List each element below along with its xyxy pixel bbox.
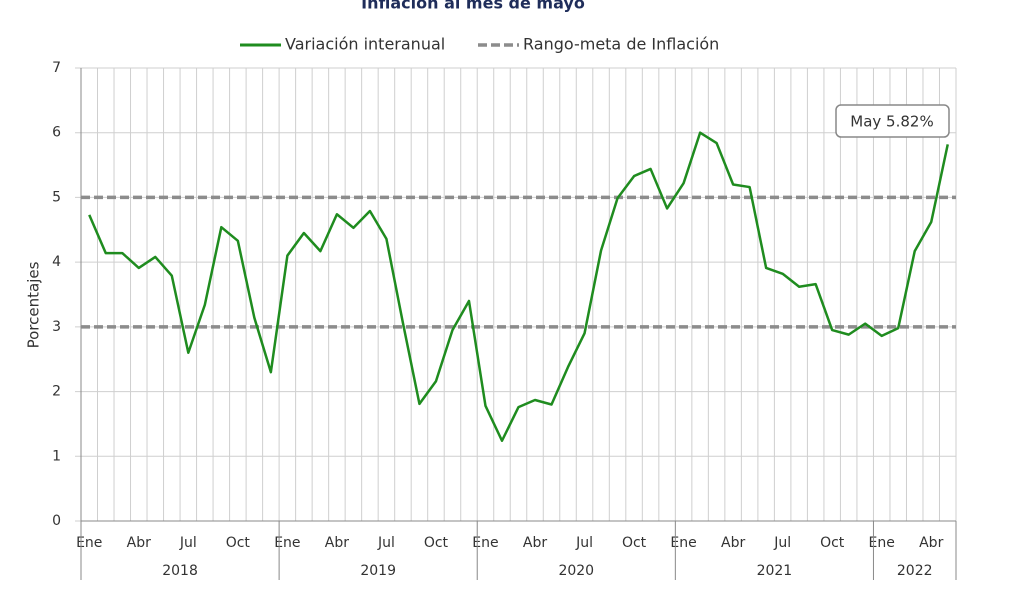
x-tick-label: Ene bbox=[472, 535, 498, 551]
annotation-text: May 5.82% bbox=[850, 113, 933, 131]
y-tick-label: 0 bbox=[52, 513, 61, 529]
y-tick-label: 5 bbox=[52, 189, 61, 205]
year-label: 2022 bbox=[897, 563, 933, 579]
x-tick-label: Ene bbox=[76, 535, 102, 551]
year-label: 2018 bbox=[162, 563, 198, 579]
x-tick-label: Abr bbox=[721, 535, 745, 551]
x-tick-label: Jul bbox=[773, 535, 791, 551]
year-label: 2019 bbox=[360, 563, 396, 579]
y-tick-label: 4 bbox=[52, 254, 61, 270]
year-label: 2021 bbox=[757, 563, 793, 579]
legend-label: Variación interanual bbox=[285, 35, 445, 54]
legend-label: Rango-meta de Inflación bbox=[523, 35, 719, 54]
chart-title: Inflación al mes de mayo bbox=[361, 0, 585, 13]
y-tick-label: 1 bbox=[52, 448, 61, 464]
x-tick-label: Jul bbox=[377, 535, 395, 551]
x-tick-label: Oct bbox=[424, 535, 449, 551]
x-tick-label: Oct bbox=[226, 535, 251, 551]
y-tick-label: 2 bbox=[52, 384, 61, 400]
x-tick-label: Jul bbox=[179, 535, 197, 551]
x-tick-label: Abr bbox=[127, 535, 151, 551]
x-tick-label: Jul bbox=[575, 535, 593, 551]
year-label: 2020 bbox=[558, 563, 594, 579]
y-tick-label: 6 bbox=[52, 125, 61, 141]
x-tick-label: Ene bbox=[670, 535, 696, 551]
y-tick-label: 3 bbox=[52, 319, 61, 335]
x-tick-label: Abr bbox=[523, 535, 547, 551]
x-tick-label: Abr bbox=[919, 535, 943, 551]
x-tick-label: Oct bbox=[820, 535, 845, 551]
y-tick-label: 7 bbox=[52, 60, 61, 76]
x-tick-label: Abr bbox=[325, 535, 349, 551]
annotation-box bbox=[835, 104, 950, 138]
series-line bbox=[88, 131, 949, 443]
y-axis-label: Porcentajes bbox=[25, 261, 43, 348]
x-tick-label: Ene bbox=[274, 535, 300, 551]
x-tick-label: Ene bbox=[869, 535, 895, 551]
x-tick-label: Oct bbox=[622, 535, 647, 551]
